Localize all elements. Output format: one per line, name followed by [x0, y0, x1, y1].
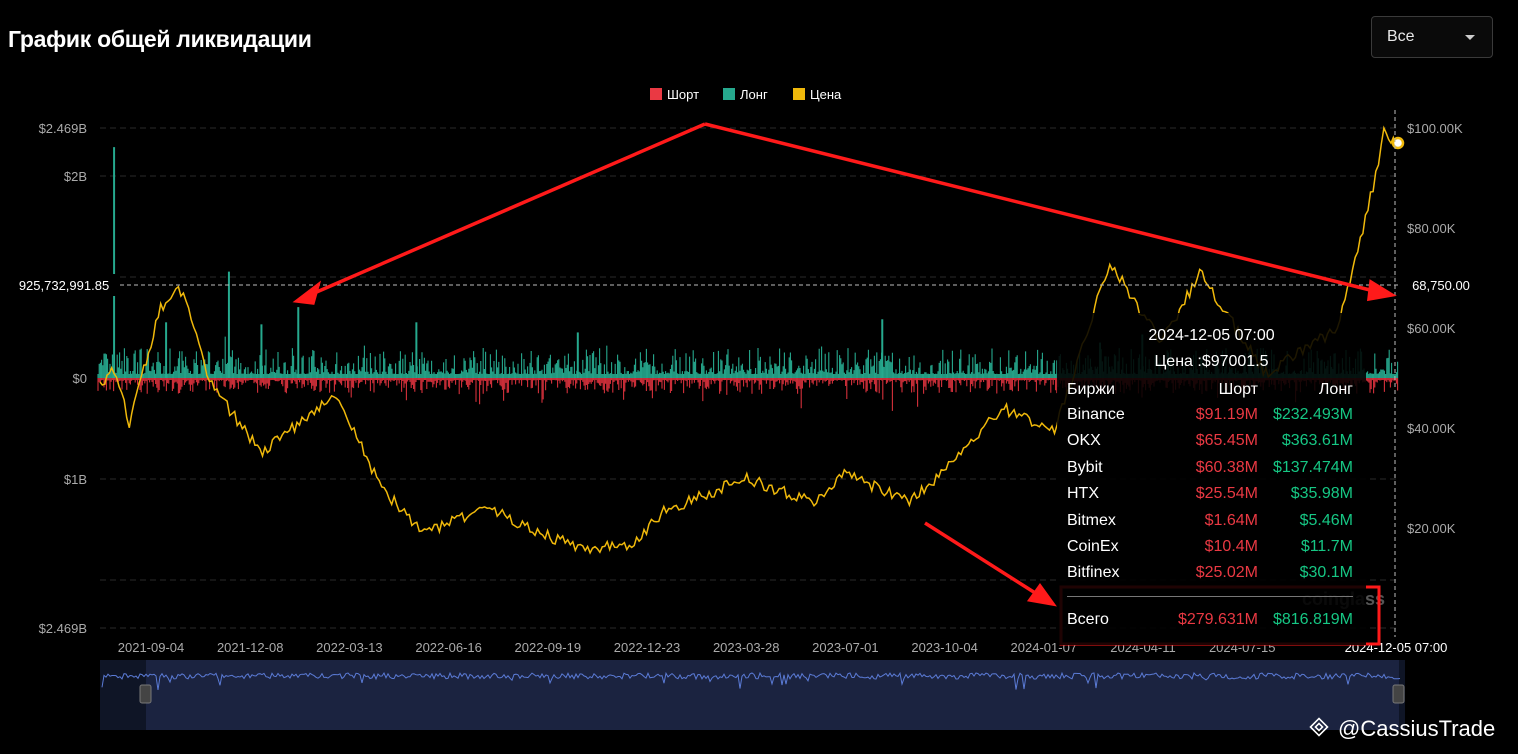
tooltip-long: $363.61M — [1281, 432, 1353, 450]
x-tick-label: 2023-03-28 — [713, 640, 780, 655]
legend-swatch-2[interactable] — [793, 88, 805, 100]
tooltip-total: Всего $279.631M $816.819M — [1067, 611, 1353, 635]
x-tick-label: 2023-10-04 — [911, 640, 978, 655]
x-axis: 2021-09-04 2021-12-08 2022-03-13 2022-06-16… — [118, 640, 1276, 655]
tooltip-exchange: Bybit — [1067, 458, 1103, 476]
col-short: Шорт — [1218, 381, 1258, 398]
tooltip-long: $30.1M — [1299, 564, 1353, 582]
navigator-left-handle[interactable] — [139, 684, 152, 704]
left-tick-label: $2B — [64, 169, 87, 184]
col-long: Лонг — [1318, 381, 1353, 398]
right-tick-label: $100.00K — [1407, 121, 1463, 136]
tooltip-exchange: OKX — [1067, 432, 1101, 450]
right-tick-label: $60.00K — [1407, 321, 1456, 336]
tooltip-exchange: Binance — [1067, 406, 1125, 423]
tooltip-header: Биржи Шорт Лонг — [1067, 381, 1353, 405]
page-title: График общей ликвидации — [8, 26, 312, 52]
right-tick-label: $80.00K — [1407, 221, 1456, 236]
col-exchange: Биржи — [1067, 381, 1115, 398]
tooltip-long: $35.98M — [1290, 485, 1353, 503]
tooltip-row: Bybit $60.38M $137.474M — [1067, 459, 1353, 483]
tooltip-row: Bitmex $1.64M $5.46M — [1067, 512, 1353, 536]
price-line — [99, 125, 1399, 555]
x-tick-label: 2022-09-19 — [515, 640, 582, 655]
x-tick-label: 2022-06-16 — [415, 640, 482, 655]
tooltip-long: $5.46M — [1299, 511, 1353, 529]
range-select-value: Все — [1387, 28, 1415, 45]
right-tick-label: $20.00K — [1407, 521, 1456, 536]
left-axis: $2.469B $2B $0 $1B $2.469B — [39, 121, 87, 636]
tooltip-price: Цена :$97001.5 — [1154, 353, 1269, 370]
left-tick-label: $0 — [73, 371, 87, 386]
tooltip-short: $25.54M — [1195, 485, 1258, 503]
left-tick-label: $2.469B — [39, 121, 87, 136]
right-axis: $100.00K $80.00K $60.00K $40.00K $20.00K — [1407, 121, 1463, 536]
tooltip-row: Binance $91.19M $232.493M — [1067, 406, 1353, 430]
tooltip-row: CoinEx $10.4M $11.7M — [1067, 538, 1353, 562]
x-tick-label: 2021-12-08 — [217, 640, 284, 655]
tooltip-exchange: HTX — [1067, 485, 1099, 503]
tooltip-short: $10.4M — [1204, 538, 1258, 555]
tooltip-row: OKX $65.45M $363.61M — [1067, 432, 1353, 456]
navigator-line — [101, 671, 1401, 690]
tooltip-short: $1.64M — [1204, 511, 1258, 529]
tooltip-exchange: Bitmex — [1067, 511, 1116, 529]
tooltip-row: Bitfinex $25.02M $30.1M — [1067, 564, 1353, 588]
author-watermark: @CassiusTrade — [1338, 716, 1496, 741]
legend-swatch-0[interactable] — [650, 88, 662, 100]
crosshair-right-label-bg — [1400, 274, 1482, 296]
annotation-arrows — [292, 122, 1397, 607]
navigator-selection[interactable] — [146, 660, 1399, 730]
chevron-down-icon — [1465, 35, 1475, 40]
x-tick-label: 2022-03-13 — [316, 640, 383, 655]
total-long: $816.819M — [1272, 611, 1353, 628]
tooltip-divider — [1067, 596, 1353, 597]
tooltip-long: $11.7M — [1300, 538, 1353, 555]
tooltip-long: $137.474M — [1272, 458, 1353, 476]
tooltip-exchange: Bitfinex — [1067, 564, 1120, 582]
legend-swatch-1[interactable] — [723, 88, 735, 100]
x-tick-label: 2023-07-01 — [812, 640, 879, 655]
right-tick-label: $40.00K — [1407, 421, 1456, 436]
tooltip-short: $60.38M — [1195, 458, 1258, 476]
crosshair-left-label-bg — [8, 274, 120, 296]
tooltip-short: $25.02M — [1195, 564, 1258, 582]
chart-tooltip: 2024-12-05 07:00 Цена :$97001.5 Биржи Шо… — [1057, 313, 1366, 645]
tooltip-long: $232.493M — [1272, 406, 1353, 423]
total-short: $279.631M — [1177, 611, 1258, 628]
left-tick-label: $2.469B — [39, 621, 87, 636]
tooltip-short: $91.19M — [1195, 406, 1258, 423]
total-label: Всего — [1067, 611, 1109, 628]
binance-square-icon — [1309, 717, 1329, 737]
left-tick-label: $1B — [64, 472, 87, 487]
range-select[interactable]: Все — [1371, 16, 1493, 58]
legend-label-0[interactable]: Шорт — [667, 87, 699, 102]
crosshair-right-label: 68,750.00 — [1412, 278, 1470, 293]
x-tick-label: 2021-09-04 — [118, 640, 185, 655]
chart-legend[interactable]: Шорт Лонг Цена — [650, 87, 842, 102]
legend-label-1[interactable]: Лонг — [740, 87, 768, 102]
tooltip-short: $65.45M — [1195, 432, 1258, 450]
crosshair-left-label: 925,732,991.85 — [19, 278, 109, 293]
tooltip-exchange: CoinEx — [1067, 538, 1119, 555]
x-tick-label: 2022-12-23 — [614, 640, 681, 655]
navigator-right-handle[interactable] — [1392, 684, 1405, 704]
legend-label-2[interactable]: Цена — [810, 87, 842, 102]
long-spikes — [113, 147, 1144, 378]
tooltip-date: 2024-12-05 07:00 — [1148, 327, 1275, 344]
tooltip-row: HTX $25.54M $35.98M — [1067, 485, 1353, 509]
